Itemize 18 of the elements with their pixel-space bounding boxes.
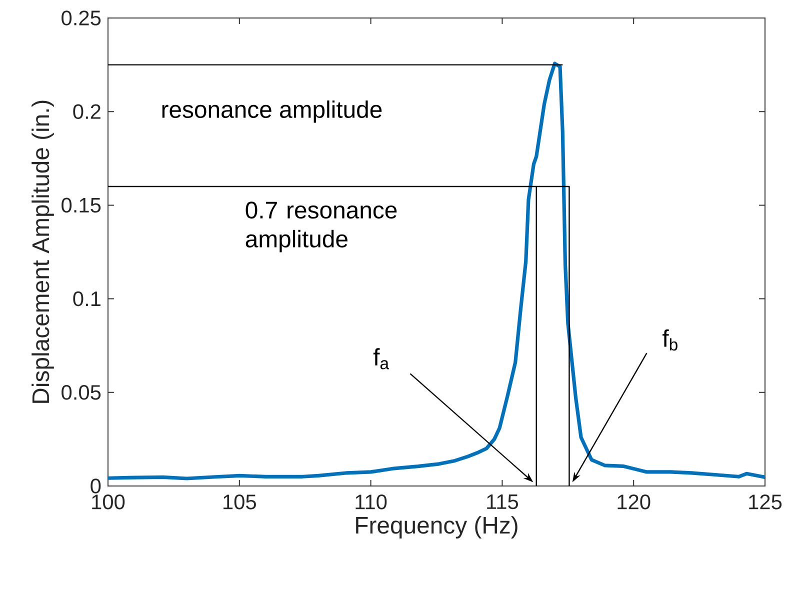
- annotation: f$_{b}$: [662, 329, 678, 351]
- x-tick-label: 110: [356, 494, 387, 510]
- y-tick-label: 0: [90, 478, 101, 494]
- x-axis-title: Frequency (Hz): [356, 516, 518, 538]
- annotation: resonance amplitude: [162, 100, 382, 123]
- y-tick-label: 0.25: [62, 10, 101, 26]
- annotation: f$_{a}$: [373, 348, 390, 370]
- annotation: 0.7 resonance amplitude: [246, 202, 397, 252]
- y-axis-title: Displacement Amplitude (in.): [32, 100, 54, 403]
- y-tick-label: 0.05: [62, 384, 101, 400]
- x-tick-label: 100: [92, 494, 125, 510]
- y-tick-label: 0.2: [73, 104, 100, 119]
- y-tick-label: 0.1: [73, 291, 100, 306]
- x-tick-label: 125: [749, 494, 782, 510]
- x-tick-label: 120: [618, 494, 650, 510]
- x-tick-label: 115: [487, 494, 518, 510]
- x-tick-label: 105: [224, 494, 256, 510]
- y-tick-label: 0.15: [62, 198, 101, 213]
